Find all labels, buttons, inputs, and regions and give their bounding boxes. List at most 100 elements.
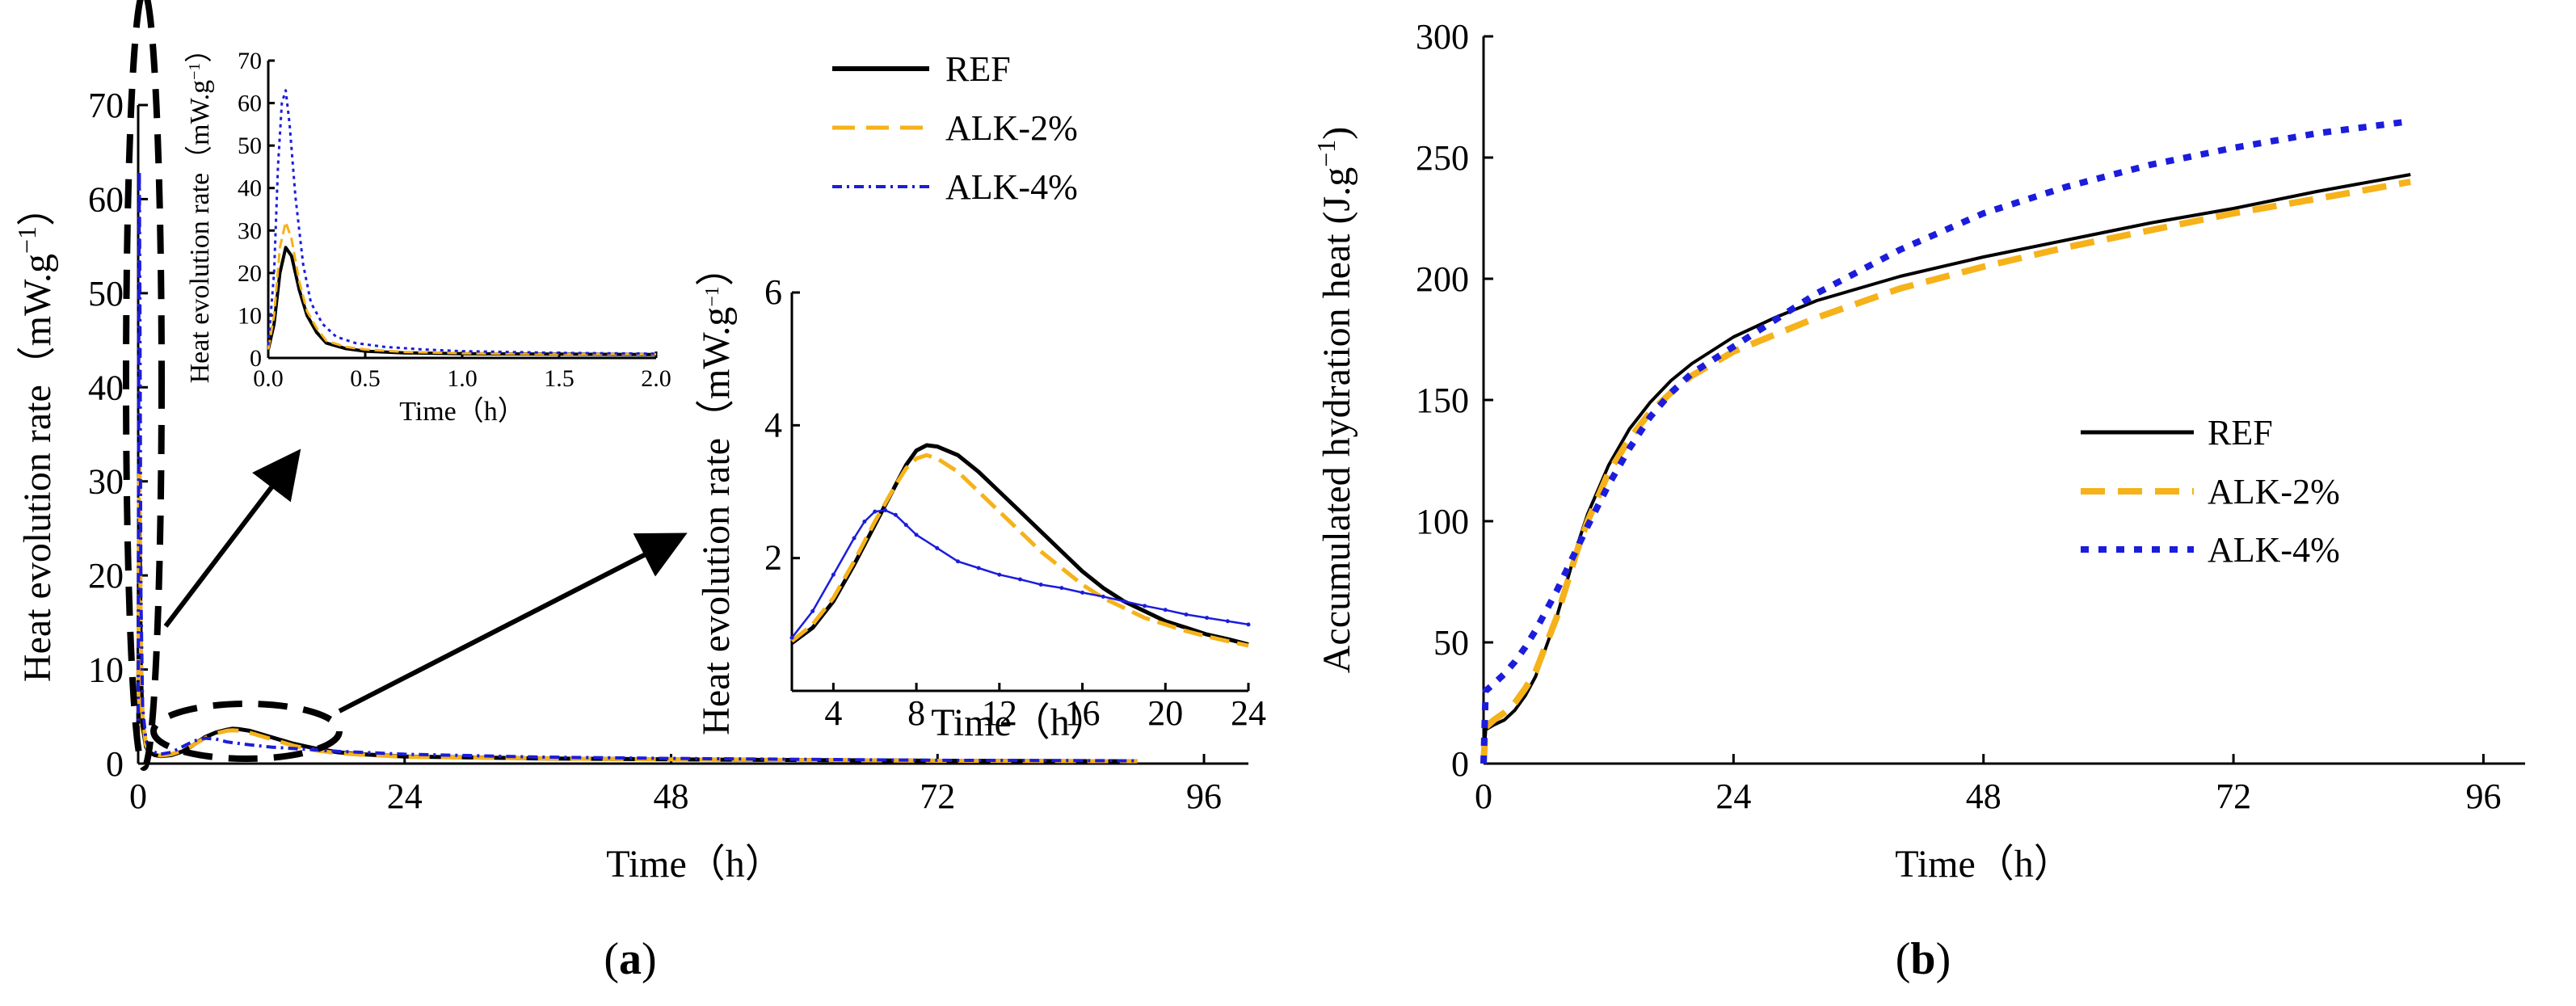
a-second-peak-highlight-ellipse xyxy=(150,701,343,762)
inset2-alk4-point xyxy=(1080,590,1085,595)
inset2-alk4-point xyxy=(997,572,1002,577)
inset2-alk4-point xyxy=(1122,599,1126,604)
inset2-alk4-point xyxy=(914,532,919,537)
inset2-series-alk-2pct-line xyxy=(790,452,1249,648)
inset1-y-axis-label-main: Heat evolution rate（mW.g xyxy=(184,80,215,383)
inset2-alk4-point xyxy=(831,572,836,577)
a-y-tick-label: 50 xyxy=(88,274,124,314)
inset2-y-axis-label-close: ） xyxy=(695,247,738,286)
chart-a-inset-second-peak: 4 8 12 16 20 24 246 Time（h） Heat evolution ra… xyxy=(695,247,1266,744)
b-y-tick-label: 250 xyxy=(1416,138,1469,178)
inset1-y-axis-label-close: ） xyxy=(184,36,215,63)
inset1-y-tick-label: 40 xyxy=(238,175,262,202)
a-y-tick-label: 20 xyxy=(88,556,124,596)
inset1-x-tick-label: 1.5 xyxy=(544,365,575,392)
inset2-x-tick-label: 12 xyxy=(982,693,1017,733)
inset1-x-tick-label: 0.5 xyxy=(350,365,381,392)
a-x-tick-label: 0 xyxy=(129,777,147,816)
inset2-y-axis-label: Heat evolution rate（mW.g−1） xyxy=(695,247,738,735)
a-y-axis-label-main: Heat evolution rate（mW.g xyxy=(16,254,59,682)
b-x-tick-label: 0 xyxy=(1475,777,1492,816)
inset2-alk4-point xyxy=(1101,594,1105,599)
inset2-alk4-point xyxy=(1205,616,1210,621)
inset2-x-tick-label: 4 xyxy=(824,693,842,733)
inset2-alk4-point xyxy=(935,545,940,550)
inset1-y-tick-label: 50 xyxy=(238,133,262,159)
b-y-axis-label-close: ) xyxy=(1315,127,1358,140)
b-y-tick-label: 150 xyxy=(1416,381,1469,420)
b-legend-alk4-label: ALK-4% xyxy=(2208,530,2340,570)
b-legend-ref-label: REF xyxy=(2208,413,2273,452)
b-legend: REF ALK-2% ALK-4% xyxy=(2081,413,2340,570)
inset2-y-axis-label-sup: −1 xyxy=(702,286,723,307)
b-y-tick-label: 100 xyxy=(1416,502,1469,541)
b-series-alk-4pct-line xyxy=(1480,118,2411,764)
b-y-tick-label: 50 xyxy=(1433,623,1469,663)
a-series-alk-2pct-line xyxy=(136,460,1138,764)
inset2-alk4-point xyxy=(1143,604,1147,608)
a-x-tick-label: 24 xyxy=(387,777,423,816)
a-arrow-to-inset2 xyxy=(338,532,688,713)
inset1-x-tick-label: 0.0 xyxy=(253,365,284,392)
b-x-axis-label: Time（h） xyxy=(1895,843,2073,886)
inset1-x-tick-label: 2.0 xyxy=(641,365,671,392)
inset2-y-tick-label: 6 xyxy=(764,272,782,312)
inset2-alk4-point xyxy=(955,559,960,564)
inset2-x-tick-label: 20 xyxy=(1147,693,1183,733)
a-arrow-to-inset1 xyxy=(163,448,301,628)
a-legend-alk2-label: ALK-2% xyxy=(945,108,1078,148)
b-y-tick-label: 0 xyxy=(1451,744,1469,784)
inset1-series-alk-4pct-line xyxy=(267,89,657,356)
b-y-axis-label-sup: −1 xyxy=(1311,140,1341,167)
a-x-tick-label: 72 xyxy=(920,777,955,816)
inset2-alk4-point xyxy=(976,566,981,570)
inset2-x-axis-label: Time（h） xyxy=(931,701,1109,744)
a-x-axis-label: Time（h） xyxy=(606,843,784,886)
inset2-alk4-point xyxy=(862,519,867,524)
a-y-tick-label: 30 xyxy=(88,462,124,502)
inset2-alk4-point xyxy=(1246,622,1251,627)
inset1-y-tick-label: 60 xyxy=(238,90,262,117)
inset1-series-ref-line xyxy=(267,246,657,356)
inset2-alk4-point xyxy=(789,635,794,640)
a-y-tick-label: 40 xyxy=(88,368,124,407)
inset1-y-axis-label: Heat evolution rate（mW.g−1） xyxy=(184,36,215,384)
inset2-alk4-point xyxy=(893,512,898,517)
inset2-alk4-point xyxy=(1038,583,1043,587)
inset1-x-tick-label: 1.0 xyxy=(447,365,478,392)
a-series-alk-4pct-line xyxy=(137,169,1138,763)
panel-a-tag: (a) xyxy=(604,934,656,984)
inset2-series-alk-4pct-line xyxy=(791,509,1249,639)
inset1-series-alk-2pct-line xyxy=(267,221,657,356)
inset2-alk4-point xyxy=(1059,586,1064,591)
inset2-x-tick-label: 24 xyxy=(1231,693,1266,733)
inset2-alk4-point xyxy=(883,508,888,513)
a-y-tick-label: 70 xyxy=(88,86,124,125)
panel-b-letter: b xyxy=(1910,934,1935,984)
inset1-y-tick-label: 70 xyxy=(238,48,262,74)
inset2-series-ref-line xyxy=(790,443,1249,646)
a-y-tick-label: 60 xyxy=(88,179,124,219)
b-x-tick-label: 72 xyxy=(2216,777,2251,816)
inset1-y-tick-label: 30 xyxy=(238,217,262,244)
inset2-alk4-point xyxy=(903,523,908,528)
a-legend-ref-label: REF xyxy=(945,49,1011,89)
b-series-ref-line xyxy=(1482,173,2411,764)
a-y-axis-label-close: ） xyxy=(16,187,59,226)
b-x-tick-label: 48 xyxy=(1966,777,2001,816)
chart-b-main: 0 24 48 72 96 0 50 100 150 200 250 300 Time（h） Acc… xyxy=(1311,17,2525,984)
inset2-x-tick-label: 16 xyxy=(1065,693,1101,733)
a-legend: REF ALK-2% ALK-4% xyxy=(832,49,1078,207)
a-peak-highlight-ellipse xyxy=(123,0,165,771)
b-x-tick-label: 24 xyxy=(1715,777,1751,816)
b-y-axis-label-main: Accumulated hydration heat (J.g xyxy=(1315,167,1358,673)
a-y-tick-label: 0 xyxy=(106,744,124,784)
inset2-alk4-point xyxy=(1225,619,1230,624)
panel-a-letter: a xyxy=(619,934,642,984)
inset2-alk4-point xyxy=(873,509,878,514)
a-x-tick-label: 96 xyxy=(1186,777,1222,816)
inset1-y-tick-label: 10 xyxy=(238,302,262,329)
a-y-axis-label: Heat evolution rate（mW.g−1） xyxy=(12,187,59,682)
